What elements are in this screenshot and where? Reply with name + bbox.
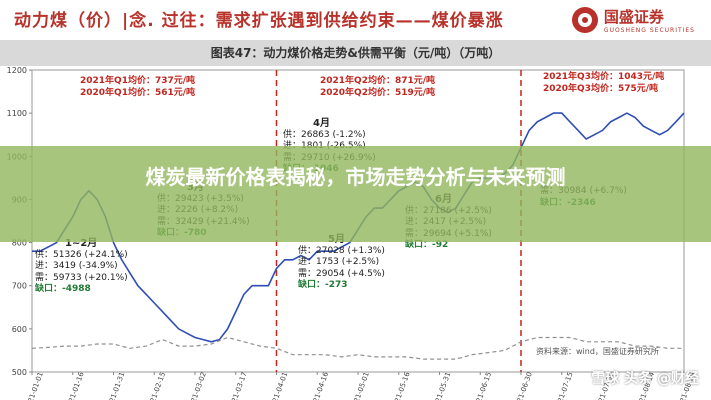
balance-line — [31, 336, 684, 360]
y-tick-label: 1100 — [7, 109, 27, 118]
balance-line-text: 进：3419 (-34.9%) — [35, 261, 118, 271]
y-tick-label: 800 — [12, 239, 27, 248]
x-tick-label: 21-04-16 — [312, 371, 331, 400]
chart-title: 图表47：动力煤价格走势&供需平衡（元/吨）（万吨） — [210, 46, 501, 60]
y-tick-label: 1200 — [7, 66, 27, 75]
y-tick-label: 500 — [12, 368, 27, 377]
balance-line-text: 供：51326 (+24.1%) — [35, 249, 128, 260]
period-label: 4月 — [313, 118, 330, 129]
headline-text: 煤炭最新价格表揭秘，市场走势分析与未来预测 — [145, 165, 566, 189]
quarter-price-2020: 2020年Q2均价：519元/吨 — [320, 87, 436, 98]
supply-demand-annotation: 1~2月 供：51326 (+24.1%) 进：3419 (-34.9%) 需：597… — [35, 238, 128, 296]
page-title: 动力煤（价）|念. 过往：需求扩张遇到供给约束——煤价暴涨 — [14, 11, 504, 31]
balance-line-text: 供：27028 (+1.3%) — [298, 245, 385, 256]
header: 动力煤（价）|念. 过往：需求扩张遇到供给约束——煤价暴涨 国盛证券 GUOSH… — [0, 0, 711, 40]
y-tick-label: 700 — [12, 282, 27, 291]
logo-name: 国盛证券 — [603, 8, 664, 26]
period-label: 1~2月 — [65, 238, 98, 249]
balance-line-text: 需：59733 (+20.1%) — [35, 272, 128, 283]
quarter-price-2021: 2021年Q2均价：871元/吨 — [320, 76, 436, 86]
supply-demand-annotation: 5月供：27028 (+1.3%)进：1753 (+2.5%)需：29054 (… — [298, 234, 385, 292]
chart-title-bar: 图表47：动力煤价格走势&供需平衡（元/吨）（万吨） — [0, 40, 711, 66]
y-tick-label: 600 — [12, 325, 27, 334]
quarter-price-label: 2021年Q3均价：1043元/吨 2020年Q3均价：575元/吨 — [543, 72, 664, 95]
quarter-price-label: 2021年Q2均价：871元/吨 2020年Q2均价：519元/吨 — [320, 76, 435, 99]
gap-label: 缺口：-92 — [405, 240, 449, 250]
quarter-price-2021: 2021年Q3均价：1043元/吨 — [543, 72, 665, 82]
quarter-price-2020: 2020年Q3均价：575元/吨 — [543, 83, 659, 94]
x-tick-label: 21-05-16 — [393, 371, 412, 400]
x-tick-label: 21-06-15 — [475, 371, 493, 400]
gap-label: 缺口：-4988 — [35, 284, 91, 294]
x-tick-label: 21-02-15 — [149, 371, 167, 400]
x-tick-label: 21-05-01 — [353, 371, 371, 400]
quarter-price-2020: 2020年Q1均价：561元/吨 — [80, 87, 196, 98]
x-tick-label: 21-01-01 — [27, 371, 45, 400]
x-tick-label: 21-03-02 — [190, 371, 208, 400]
balance-line-text: 进：1753 (+2.5%) — [298, 257, 380, 267]
watermark: 雪球 头条 @财经 — [591, 371, 699, 387]
logo-sub: GUOSHENG SECURITIES — [603, 27, 695, 34]
x-tick-label: 21-06-30 — [516, 371, 534, 400]
balance-line-text: 供：26863 (-1.2%) — [283, 129, 366, 140]
quarter-price-label: 2021年Q1均价：737元/吨 2020年Q1均价：561元/吨 — [80, 76, 195, 99]
x-tick-label: 21-01-31 — [108, 371, 126, 400]
brand-logo: 国盛证券 GUOSHENG SECURITIES — [571, 6, 695, 34]
balance-line-text: 需：29054 (+4.5%) — [298, 268, 385, 279]
quarter-price-2021: 2021年Q1均价：737元/吨 — [80, 76, 196, 86]
headline-banner[interactable]: 煤炭最新价格表揭秘，市场走势分析与未来预测 — [0, 146, 711, 242]
x-tick-label: 21-05-31 — [434, 371, 452, 400]
x-tick-label: 21-04-01 — [271, 371, 289, 400]
x-tick-label: 21-03-17 — [230, 371, 248, 400]
logo-icon — [571, 7, 598, 33]
x-tick-label: 21-01-16 — [67, 371, 86, 400]
gap-label: 缺口：-273 — [298, 280, 348, 290]
x-tick-label: 21-07-15 — [556, 371, 574, 400]
source-note: 资料来源：wind，国盛证券研究所 — [536, 347, 659, 356]
